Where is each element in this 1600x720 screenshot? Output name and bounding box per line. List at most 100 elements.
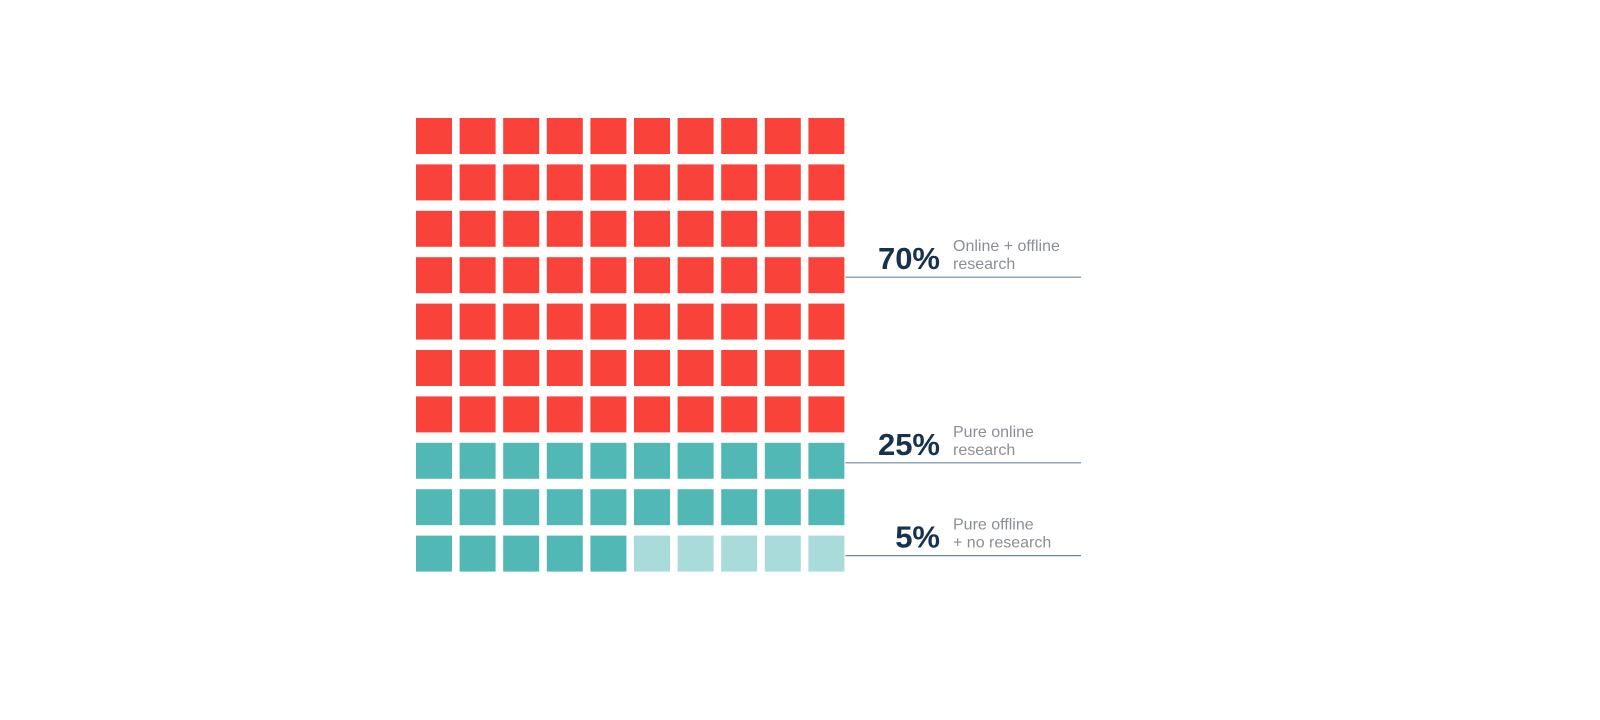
waffle-cell-pure-online — [721, 489, 758, 526]
waffle-cell-online-offline — [459, 396, 496, 433]
waffle-cell-online-offline — [764, 303, 801, 340]
label-text-pure-online-2: research — [953, 442, 1015, 459]
waffle-cell-online-offline — [764, 118, 801, 154]
waffle-cell-online-offline — [764, 164, 801, 201]
waffle-cell-online-offline — [546, 396, 583, 433]
waffle-cell-pure-online — [764, 442, 801, 479]
waffle-cell-pure-online — [503, 489, 540, 526]
waffle-cell-online-offline — [590, 396, 627, 433]
label-text-pure-offline-2: + no research — [953, 535, 1051, 552]
waffle-cell-online-offline — [677, 118, 714, 154]
label-text-online-offline-1: Online + offline — [953, 238, 1060, 255]
waffle-cell-online-offline — [677, 257, 714, 294]
waffle-cell-online-offline — [677, 210, 714, 247]
waffle-cell-pure-online — [590, 535, 627, 572]
waffle-cell-online-offline — [546, 210, 583, 247]
waffle-cell-pure-online — [503, 442, 540, 479]
waffle-cell-online-offline — [503, 164, 540, 201]
waffle-cell-online-offline — [808, 350, 845, 386]
waffle-cell-pure-online — [808, 489, 845, 526]
waffle-cell-online-offline — [590, 257, 627, 294]
label-text-pure-online-1: Pure online — [953, 424, 1034, 441]
waffle-cell-online-offline — [546, 118, 583, 154]
waffle-cells — [416, 118, 845, 572]
waffle-cell-online-offline — [677, 303, 714, 340]
waffle-cell-pure-online — [459, 535, 496, 572]
segment-labels: 70% Online + offline research 25% Pure onlin… — [845, 238, 1081, 557]
waffle-cell-online-offline — [503, 396, 540, 433]
waffle-cell-pure-online — [459, 489, 496, 526]
waffle-cell-pure-online — [764, 489, 801, 526]
label-text-pure-offline-1: Pure offline — [953, 517, 1034, 534]
waffle-cell-online-offline — [721, 396, 758, 433]
waffle-cell-pure-online — [546, 535, 583, 572]
waffle-cell-online-offline — [416, 396, 452, 433]
waffle-cell-online-offline — [459, 118, 496, 154]
waffle-cell-online-offline — [721, 164, 758, 201]
waffle-cell-online-offline — [546, 303, 583, 340]
waffle-cell-pure-offline — [677, 535, 714, 572]
waffle-cell-online-offline — [459, 350, 496, 386]
waffle-cell-pure-offline — [764, 535, 801, 572]
waffle-cell-online-offline — [590, 303, 627, 340]
waffle-cell-online-offline — [590, 118, 627, 154]
waffle-cell-online-offline — [764, 350, 801, 386]
waffle-cell-online-offline — [808, 210, 845, 247]
label-value-online-offline: 70% — [878, 241, 940, 276]
waffle-cell-pure-online — [808, 442, 845, 479]
waffle-cell-pure-online — [546, 489, 583, 526]
waffle-cell-online-offline — [416, 210, 452, 247]
waffle-cell-online-offline — [546, 164, 583, 201]
waffle-cell-online-offline — [764, 396, 801, 433]
waffle-cell-pure-online — [634, 489, 670, 526]
waffle-cell-online-offline — [634, 303, 670, 340]
waffle-cell-online-offline — [677, 164, 714, 201]
waffle-cell-online-offline — [764, 257, 801, 294]
waffle-cell-pure-online — [416, 535, 452, 572]
waffle-cell-online-offline — [503, 350, 540, 386]
waffle-cell-pure-online — [634, 442, 670, 479]
waffle-cell-pure-online — [677, 442, 714, 479]
waffle-cell-pure-online — [459, 442, 496, 479]
waffle-cell-online-offline — [634, 210, 670, 247]
label-value-pure-offline: 5% — [895, 520, 940, 555]
waffle-cell-pure-online — [590, 442, 627, 479]
waffle-cell-pure-offline — [634, 535, 670, 572]
waffle-cell-pure-online — [503, 535, 540, 572]
label-value-pure-online: 25% — [878, 427, 940, 462]
waffle-cell-online-offline — [808, 303, 845, 340]
waffle-cell-online-offline — [634, 164, 670, 201]
waffle-cell-online-offline — [721, 303, 758, 340]
waffle-cell-online-offline — [808, 396, 845, 433]
label-pure-offline: 5% Pure offline+ no research — [845, 517, 1081, 557]
waffle-cell-online-offline — [416, 118, 452, 154]
waffle-cell-pure-offline — [808, 535, 845, 572]
waffle-cell-online-offline — [721, 118, 758, 154]
waffle-cell-online-offline — [590, 210, 627, 247]
waffle-cell-online-offline — [721, 257, 758, 294]
waffle-cell-online-offline — [503, 118, 540, 154]
waffle-cell-pure-online — [416, 442, 452, 479]
waffle-cell-online-offline — [764, 210, 801, 247]
waffle-cell-pure-online — [416, 489, 452, 526]
waffle-cell-online-offline — [459, 303, 496, 340]
waffle-cell-online-offline — [721, 350, 758, 386]
waffle-cell-online-offline — [503, 257, 540, 294]
waffle-cell-online-offline — [590, 350, 627, 386]
waffle-cell-online-offline — [459, 210, 496, 247]
waffle-cell-pure-online — [677, 489, 714, 526]
waffle-cell-pure-online — [546, 442, 583, 479]
waffle-cell-online-offline — [459, 164, 496, 201]
waffle-cell-online-offline — [634, 118, 670, 154]
waffle-cell-online-offline — [416, 257, 452, 294]
waffle-cell-online-offline — [503, 303, 540, 340]
waffle-cell-online-offline — [808, 257, 845, 294]
waffle-cell-online-offline — [808, 118, 845, 154]
waffle-cell-pure-online — [590, 489, 627, 526]
waffle-cell-online-offline — [721, 210, 758, 247]
waffle-cell-online-offline — [634, 257, 670, 294]
